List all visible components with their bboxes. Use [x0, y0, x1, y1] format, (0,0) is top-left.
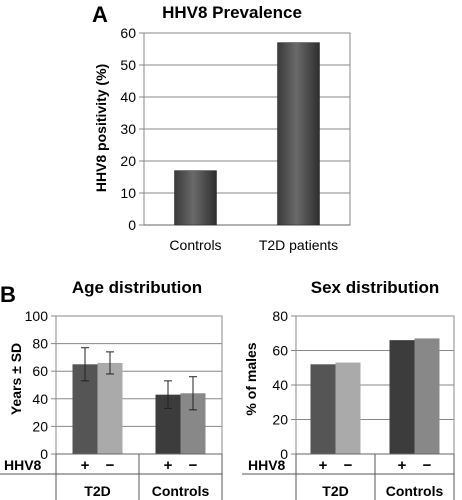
chart-b-ytick-label: 60 [32, 363, 48, 379]
chart-c-ytick-label: 40 [272, 377, 288, 393]
chart-b-ytick-label: 40 [32, 391, 48, 407]
chart-c-ytick-label: 0 [280, 446, 288, 462]
chart-a-ytick-label: 30 [120, 121, 136, 137]
chart-a-xtick-label: T2D patients [259, 237, 338, 253]
chart-c-ytick-label: 20 [272, 412, 288, 428]
chart-b-group-label: Controls [152, 483, 210, 499]
chart-a-ytick-label: 50 [120, 57, 136, 73]
chart-c-title: Sex distribution [311, 278, 439, 297]
chart-a-ytick-label: 20 [120, 153, 136, 169]
chart-c-ytick-label: 60 [272, 343, 288, 359]
chart-b-row-label: HHV8 [4, 457, 42, 473]
chart-a-title: HHV8 Prevalence [162, 3, 302, 22]
chart-c-hhv8-sign: − [423, 457, 432, 474]
chart-c-hhv8-sign: − [344, 457, 353, 474]
panel-a-label: A [92, 2, 108, 27]
chart-b-group-label: T2D [84, 483, 110, 499]
chart-c-ytick-label: 80 [272, 308, 288, 324]
chart-a-xtick-label: Controls [169, 237, 221, 253]
chart-c-group-label: Controls [386, 483, 444, 499]
chart-a-plot: 0 10 20 30 40 50 60 Controls T2D patients [120, 25, 351, 253]
chart-c-bar [335, 362, 361, 454]
chart-a-bar [174, 170, 217, 226]
chart-c-hhv8-sign: + [319, 457, 328, 474]
panel-b-label: B [0, 282, 16, 307]
chart-c-bar [389, 340, 415, 454]
chart-a-ytick-label: 10 [120, 185, 136, 201]
chart-c-row-label: HHV8 [248, 457, 286, 473]
chart-c-bar [310, 364, 336, 454]
chart-b-title: Age distribution [72, 278, 202, 297]
chart-b-hhv8-sign: − [189, 457, 198, 474]
chart-a-ytick-label: 60 [120, 25, 136, 41]
chart-b-ytick-label: 80 [32, 336, 48, 352]
chart-a-ylabel: HHV8 positivity (%) [93, 64, 109, 192]
chart-b-ytick-label: 0 [40, 446, 48, 462]
chart-a-ytick-label: 0 [128, 217, 136, 233]
chart-c-bar [414, 338, 440, 454]
chart-a-ytick-label: 40 [120, 89, 136, 105]
chart-b-ytick-label: 100 [25, 308, 49, 324]
chart-b-ylabel: Years ± SD [8, 343, 24, 415]
chart-b-ytick-label: 20 [32, 418, 48, 434]
chart-b-hhv8-sign: − [106, 457, 115, 474]
chart-b-hhv8-sign: + [164, 457, 173, 474]
chart-c-ylabel: % of males [243, 342, 259, 415]
chart-a-bar [277, 42, 320, 226]
chart-c-hhv8-sign: + [398, 457, 407, 474]
chart-b-hhv8-sign: + [81, 457, 90, 474]
chart-c-group-label: T2D [322, 483, 348, 499]
chart-b-bar [97, 362, 123, 454]
